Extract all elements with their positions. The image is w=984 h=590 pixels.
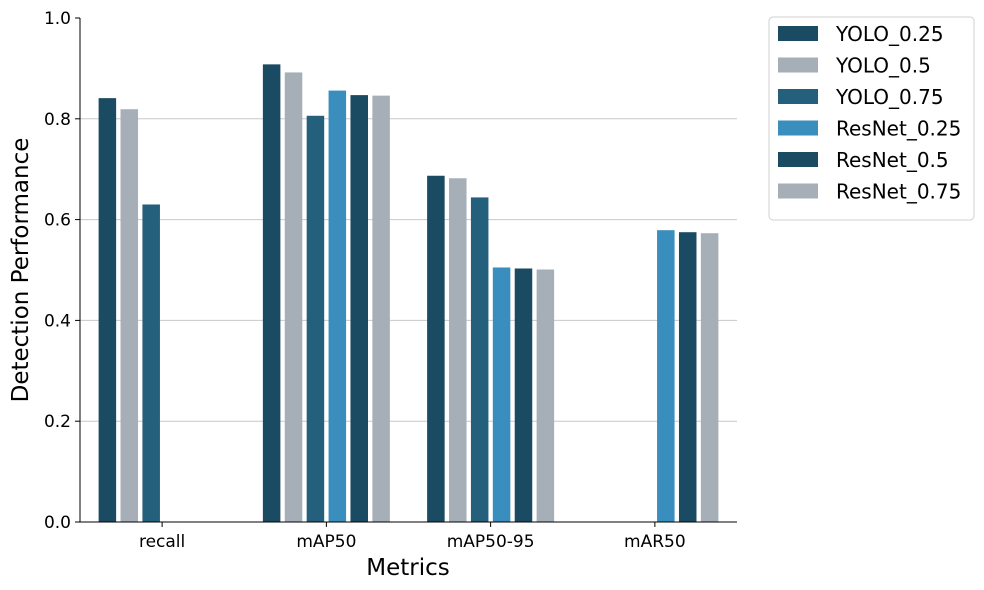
bar	[328, 90, 347, 522]
bars	[98, 64, 719, 523]
bar	[492, 267, 511, 522]
legend-frame	[768, 16, 975, 221]
bar	[284, 72, 303, 523]
x-tick-label: mAR50	[624, 532, 686, 552]
x-ticks: recall mAP50 mAP50-95 mAR50	[139, 522, 686, 552]
y-tick-label: 1.0	[44, 9, 71, 29]
legend-swatch	[778, 89, 818, 104]
x-tick-label: mAP50-95	[447, 532, 535, 552]
legend-label: YOLO_0.25	[835, 22, 944, 46]
bar	[700, 233, 719, 522]
bar	[427, 175, 445, 522]
bar	[262, 64, 281, 523]
bar	[98, 98, 117, 522]
x-tick-label: mAP50	[296, 532, 356, 552]
y-tick-label: 0.4	[44, 311, 71, 331]
bar	[372, 95, 390, 523]
legend-label: YOLO_0.5	[835, 54, 931, 78]
y-axis-title: Detection Performance	[8, 138, 34, 403]
legend-swatch	[778, 183, 818, 199]
y-tick-label: 0.6	[44, 211, 71, 231]
legend-swatch	[778, 120, 818, 136]
bar	[142, 204, 160, 523]
legend-swatch	[778, 152, 818, 167]
bar	[306, 115, 325, 522]
legend: YOLO_0.25 YOLO_0.5 YOLO_0.75 ResNet_0.25 Res…	[768, 16, 975, 221]
x-tick-label: recall	[139, 532, 185, 552]
x-axis-title: Metrics	[366, 555, 450, 581]
y-tick-label: 0.2	[44, 412, 71, 432]
legend-label: ResNet_0.75	[836, 180, 961, 204]
bar	[536, 269, 555, 522]
legend-label: ResNet_0.5	[836, 148, 949, 172]
y-tick-label: 0.0	[44, 513, 71, 533]
legend-swatch	[778, 26, 818, 41]
bar	[120, 109, 139, 522]
grid-lines	[80, 118, 737, 422]
bar	[470, 197, 489, 523]
bar	[514, 268, 533, 522]
y-ticks: 0.0 0.2 0.4 0.6 0.8 1.0	[44, 9, 80, 533]
bar	[350, 95, 368, 523]
legend-swatch	[778, 57, 818, 73]
bar	[449, 178, 467, 522]
legend-label: ResNet_0.25	[836, 117, 961, 141]
y-tick-label: 0.8	[44, 110, 71, 130]
legend-label: YOLO_0.75	[835, 85, 944, 109]
bar	[657, 230, 675, 522]
axes	[79, 18, 737, 523]
bar	[678, 232, 697, 522]
